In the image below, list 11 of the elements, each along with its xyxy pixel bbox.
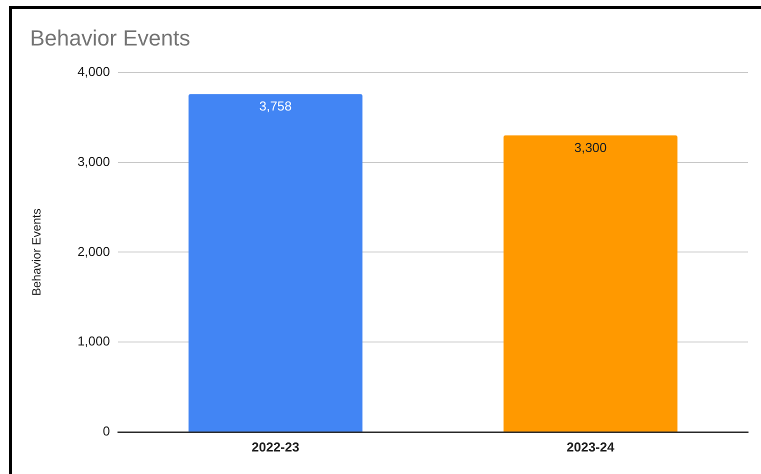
y-tick-label: 3,000 — [77, 154, 110, 169]
data-label: 3,758 — [259, 98, 292, 114]
chart-title: Behavior Events — [30, 25, 190, 50]
x-tick-label: 2022-23 — [252, 439, 300, 454]
data-label: 3,300 — [574, 140, 607, 155]
x-tick-label: 2023-24 — [566, 439, 616, 454]
y-tick-label: 2,000 — [77, 244, 110, 259]
y-tick-label: 4,000 — [77, 64, 110, 79]
y-tick-label: 0 — [102, 424, 110, 439]
y-axis-title: Behavior Events — [30, 208, 44, 296]
y-tick-label: 1,000 — [77, 334, 110, 349]
